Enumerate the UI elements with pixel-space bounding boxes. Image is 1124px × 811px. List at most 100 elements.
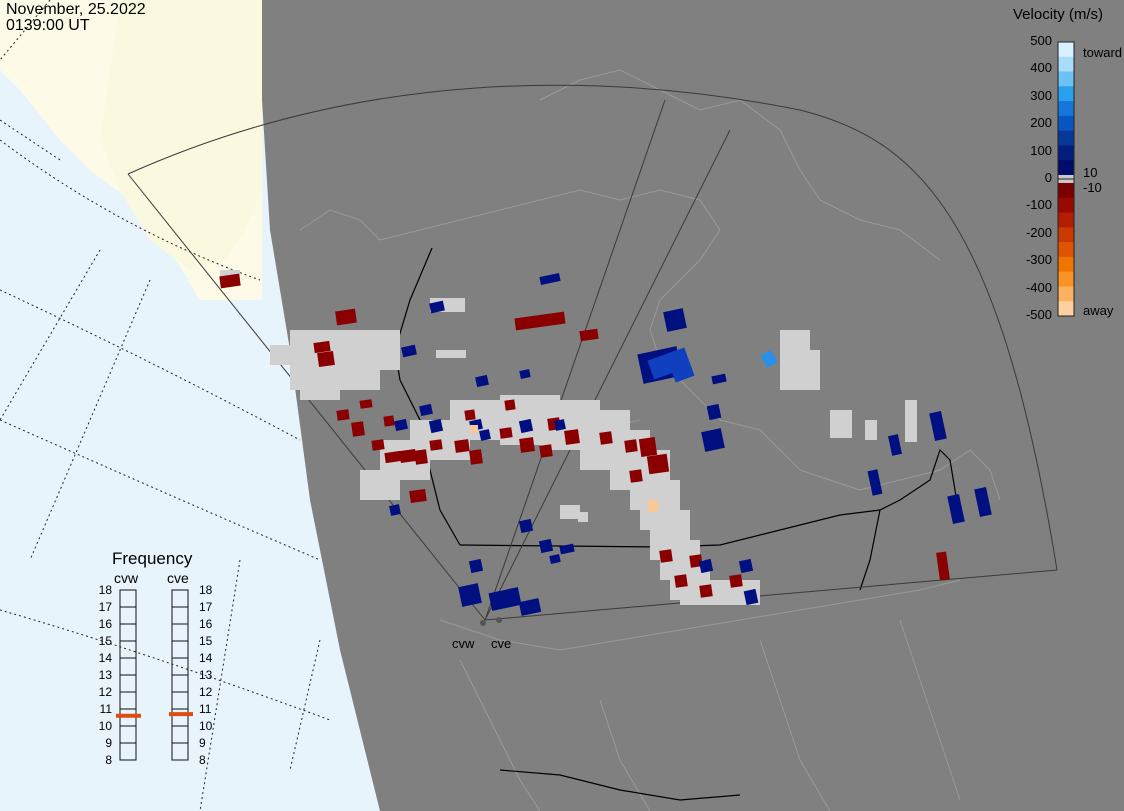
velocity-gate — [699, 584, 713, 598]
frequency-tick-label: 16 — [199, 617, 213, 631]
velocity-gate — [743, 588, 759, 606]
velocity-gate — [464, 409, 476, 421]
radar-label-cvw: cvw — [452, 636, 475, 651]
velocity-gate — [830, 410, 852, 438]
frequency-tick-label: 10 — [199, 719, 213, 733]
velocity-tick-label: -400 — [1025, 279, 1052, 295]
velocity-bar-segment — [1058, 145, 1074, 161]
velocity-bar-segment — [1058, 160, 1074, 176]
velocity-gate — [554, 419, 566, 431]
velocity-gate — [800, 350, 820, 390]
velocity-gate — [947, 494, 965, 524]
velocity-gate — [760, 349, 778, 369]
velocity-bar-segment — [1058, 130, 1074, 146]
velocity-gate — [335, 308, 357, 326]
velocity-color-bar — [1058, 42, 1074, 317]
velocity-tick-label: -200 — [1025, 224, 1052, 240]
velocity-gate — [905, 400, 917, 442]
frequency-tick-label: 18 — [199, 583, 213, 597]
velocity-gate — [454, 439, 470, 453]
frequency-tick-label: 11 — [199, 702, 212, 716]
velocity-gate — [468, 558, 484, 574]
velocity-gate — [729, 574, 743, 588]
velocity-gate — [538, 538, 554, 554]
velocity-gate — [458, 583, 482, 607]
velocity-gate — [518, 518, 534, 534]
map-date: November, 25.2022 — [6, 1, 146, 18]
velocity-gate — [599, 431, 613, 445]
velocity-gate — [436, 350, 466, 358]
velocity-gate — [659, 549, 673, 563]
velocity-gate — [351, 421, 365, 437]
frequency-tick-label: 14 — [199, 651, 213, 665]
velocity-gate — [389, 504, 401, 516]
velocity-gate — [414, 449, 428, 465]
velocity-gate — [648, 500, 658, 512]
velocity-gate — [371, 439, 385, 451]
velocity-bar-segment — [1058, 227, 1074, 243]
velocity-tick-label: -300 — [1025, 252, 1052, 268]
velocity-gate — [399, 448, 417, 464]
velocity-bar-segment — [1058, 212, 1074, 228]
velocity-gate — [488, 587, 522, 611]
frequency-tick-label: 9 — [199, 736, 206, 750]
negative-threshold-label: -10 — [1083, 180, 1102, 195]
velocity-tick-label: 0 — [1044, 170, 1052, 185]
map-time: 0139:00 UT — [6, 17, 90, 34]
velocity-tick-label: 400 — [1030, 60, 1052, 76]
velocity-gate — [419, 403, 433, 417]
velocity-gate — [564, 429, 580, 445]
velocity-gate — [665, 347, 695, 383]
velocity-tick-label: 100 — [1030, 142, 1052, 158]
radar-label-cve: cve — [491, 636, 512, 651]
night-region — [262, 0, 1124, 811]
velocity-gate — [701, 428, 725, 452]
velocity-cells — [219, 270, 992, 616]
velocity-gate — [479, 429, 491, 441]
velocity-tick-label: 500 — [1030, 33, 1052, 48]
velocity-gate — [539, 444, 553, 458]
velocity-gate — [219, 273, 241, 289]
velocity-gate — [394, 418, 408, 432]
velocity-gate — [624, 439, 638, 453]
frequency-tick-label: 17 — [98, 600, 112, 614]
velocity-gate — [499, 427, 513, 439]
velocity-bar-segment — [1058, 56, 1074, 73]
frequency-tick-label: 15 — [98, 634, 112, 648]
frequency-boxes — [116, 589, 193, 761]
fov-outlines — [127, 84, 1058, 621]
velocity-gate — [336, 409, 350, 421]
frequency-cve-label: cve — [167, 570, 189, 586]
velocity-tick-label: -500 — [1025, 307, 1052, 322]
velocity-bar-segment — [1058, 42, 1074, 58]
velocity-gate — [559, 543, 575, 555]
velocity-gate — [929, 411, 947, 441]
velocity-bar-segment — [1058, 101, 1074, 117]
velocity-bar-border — [1057, 41, 1075, 317]
velocity-scale-title: Velocity (m/s) — [1013, 6, 1104, 23]
velocity-gate — [384, 450, 402, 464]
velocity-gate — [429, 300, 445, 314]
velocity-gate — [646, 453, 670, 475]
velocity-tick-label: 200 — [1030, 115, 1052, 131]
velocity-gate — [579, 328, 599, 342]
velocity-gate — [706, 403, 722, 421]
frequency-tick-label: 14 — [98, 651, 112, 665]
velocity-bar-segment — [1058, 197, 1074, 214]
velocity-bar-segment — [1058, 271, 1074, 287]
radar-site-cve — [496, 617, 502, 623]
velocity-gate — [383, 415, 395, 427]
velocity-gate — [300, 380, 340, 400]
velocity-gate — [313, 340, 331, 354]
frequency-tick-label: 10 — [98, 719, 112, 733]
frequency-tick-label: 13 — [199, 668, 213, 682]
velocity-gate — [470, 425, 478, 433]
velocity-gate — [560, 505, 580, 519]
velocity-gate — [674, 574, 688, 588]
frequency-tick-label: 9 — [105, 736, 112, 750]
velocity-gate — [867, 469, 883, 496]
velocity-gate — [519, 369, 531, 379]
velocity-gate — [578, 512, 588, 522]
frequency-cvw-label: cvw — [114, 570, 139, 586]
